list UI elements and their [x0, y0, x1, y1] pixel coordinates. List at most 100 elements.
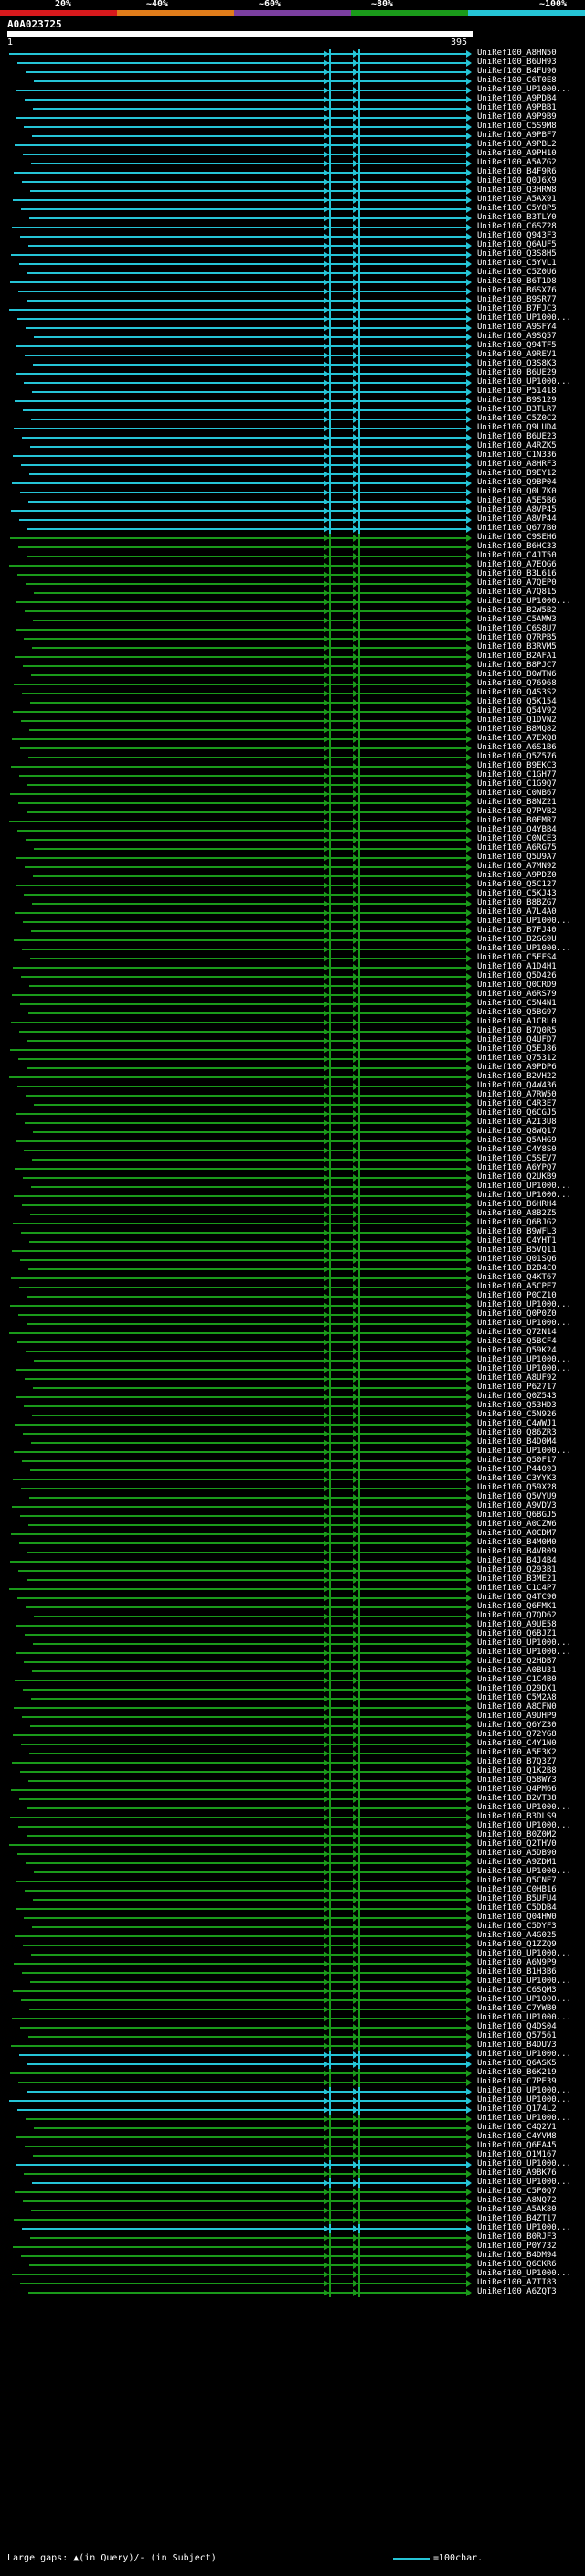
hit-label[interactable]: UniRef100_B6SX76 [477, 286, 557, 295]
hit-row[interactable]: UniRef100_A5CPE7 [0, 1282, 585, 1292]
hit-row[interactable]: UniRef100_Q53HD3 [0, 1401, 585, 1411]
hit-row[interactable]: UniRef100_C5DDB4 [0, 1903, 585, 1913]
hit-row[interactable]: UniRef100_Q677B0 [0, 524, 585, 534]
hit-row[interactable]: UniRef100_C7YWB0 [0, 2004, 585, 2014]
hit-label[interactable]: UniRef100_Q6CKR6 [477, 2260, 557, 2269]
hit-row[interactable]: UniRef100_C0NB67 [0, 789, 585, 799]
hit-label[interactable]: UniRef100_A6RS79 [477, 990, 557, 999]
hit-row[interactable]: UniRef100_Q01SQ6 [0, 1255, 585, 1265]
hit-label[interactable]: UniRef100_A6ZQT3 [477, 2287, 557, 2296]
hit-label[interactable]: UniRef100_C4Q2V1 [477, 2123, 557, 2132]
hit-label[interactable]: UniRef100_Q7QD62 [477, 1611, 557, 1620]
hit-row[interactable]: UniRef100_A0CZW6 [0, 1520, 585, 1530]
hit-row[interactable]: UniRef100_A8VP44 [0, 514, 585, 525]
hit-label[interactable]: UniRef100_C9SEH6 [477, 533, 557, 542]
hit-row[interactable]: UniRef100_A9UE58 [0, 1620, 585, 1630]
hit-label[interactable]: UniRef100_B7Q3Z7 [477, 1757, 557, 1766]
hit-row[interactable]: UniRef100_UP1000... [0, 2269, 585, 2279]
hit-label[interactable]: UniRef100_A6N9P9 [477, 1958, 557, 1967]
hit-label[interactable]: UniRef100_Q6YZ30 [477, 1721, 557, 1730]
hit-row[interactable]: UniRef100_B8NZ21 [0, 798, 585, 808]
hit-row[interactable]: UniRef100_C4YVM8 [0, 2132, 585, 2142]
hit-label[interactable]: UniRef100_A8VP44 [477, 514, 557, 524]
hit-label[interactable]: UniRef100_Q293B1 [477, 1565, 557, 1574]
hit-label[interactable]: UniRef100_UP1000... [477, 2223, 571, 2232]
hit-label[interactable]: UniRef100_A7RW50 [477, 1090, 557, 1099]
hit-row[interactable]: UniRef100_Q5Z576 [0, 752, 585, 762]
hit-row[interactable]: UniRef100_A9SQ57 [0, 332, 585, 342]
hit-label[interactable]: UniRef100_A6RG75 [477, 843, 557, 853]
hit-label[interactable]: UniRef100_A9PDZ0 [477, 871, 557, 880]
hit-row[interactable]: UniRef100_A6N9P9 [0, 1958, 585, 1968]
hit-label[interactable]: UniRef100_B2GG9U [477, 935, 557, 944]
hit-row[interactable]: UniRef100_C4Q2V1 [0, 2123, 585, 2133]
hit-row[interactable]: UniRef100_Q2HDB7 [0, 1657, 585, 1667]
hit-row[interactable]: UniRef100_Q3HRW8 [0, 186, 585, 196]
hit-label[interactable]: UniRef100_C6S8U7 [477, 624, 557, 633]
hit-label[interactable]: UniRef100_Q9LUD4 [477, 423, 557, 432]
hit-row[interactable]: UniRef100_B7Q3Z7 [0, 1757, 585, 1767]
hit-row[interactable]: UniRef100_B7Q0R5 [0, 1026, 585, 1036]
hit-row[interactable]: UniRef100_P0Y732 [0, 2242, 585, 2252]
hit-label[interactable]: UniRef100_P51418 [477, 387, 557, 396]
hit-label[interactable]: UniRef100_A6YPQ7 [477, 1163, 557, 1172]
hit-label[interactable]: UniRef100_UP1000... [477, 1949, 571, 1958]
hit-label[interactable]: UniRef100_B3DLS9 [477, 1812, 557, 1821]
hit-row[interactable]: UniRef100_Q76968 [0, 679, 585, 689]
hit-row[interactable]: UniRef100_UP1000... [0, 1803, 585, 1813]
hit-row[interactable]: UniRef100_B6K219 [0, 2068, 585, 2078]
hit-label[interactable]: UniRef100_Q53HD3 [477, 1401, 557, 1410]
hit-label[interactable]: UniRef100_Q75312 [477, 1054, 557, 1063]
hit-label[interactable]: UniRef100_Q3S8H5 [477, 249, 557, 259]
hit-row[interactable]: UniRef100_UP1000... [0, 917, 585, 927]
hit-row[interactable]: UniRef100_C5P0Q7 [0, 2187, 585, 2197]
hit-label[interactable]: UniRef100_C7YWB0 [477, 2004, 557, 2013]
hit-row[interactable]: UniRef100_C5KJ43 [0, 889, 585, 899]
hit-label[interactable]: UniRef100_Q943F3 [477, 231, 557, 240]
hit-label[interactable]: UniRef100_C5FFS4 [477, 953, 557, 962]
hit-label[interactable]: UniRef100_Q5K154 [477, 697, 557, 706]
hit-row[interactable]: UniRef100_C5DYF3 [0, 1922, 585, 1932]
hit-label[interactable]: UniRef100_Q6CGJ5 [477, 1108, 557, 1118]
hit-row[interactable]: UniRef100_A8UF92 [0, 1373, 585, 1383]
hit-label[interactable]: UniRef100_Q2THV0 [477, 1839, 557, 1849]
hit-label[interactable]: UniRef100_A7Q815 [477, 588, 557, 597]
hit-label[interactable]: UniRef100_B6UE23 [477, 432, 557, 441]
hit-row[interactable]: UniRef100_Q7RPB5 [0, 633, 585, 643]
hit-row[interactable]: UniRef100_A9ZDM1 [0, 1858, 585, 1868]
hit-label[interactable]: UniRef100_C1N336 [477, 451, 557, 460]
hit-label[interactable]: UniRef100_C4Y8S0 [477, 1145, 557, 1154]
hit-row[interactable]: UniRef100_B6T1D8 [0, 277, 585, 287]
hit-label[interactable]: UniRef100_C5S9M8 [477, 122, 557, 131]
hit-label[interactable]: UniRef100_B4DUV3 [477, 2041, 557, 2050]
hit-label[interactable]: UniRef100_Q76968 [477, 679, 557, 688]
hit-label[interactable]: UniRef100_A5E5B6 [477, 496, 557, 505]
hit-label[interactable]: UniRef100_Q9BP04 [477, 478, 557, 487]
hit-row[interactable]: UniRef100_C4JT50 [0, 551, 585, 561]
hit-row[interactable]: UniRef100_A7QEP0 [0, 578, 585, 588]
hit-row[interactable]: UniRef100_Q0CRD9 [0, 981, 585, 991]
hit-row[interactable]: UniRef100_UP1000... [0, 1995, 585, 2005]
hit-label[interactable]: UniRef100_B4DM94 [477, 2251, 557, 2260]
hit-row[interactable]: UniRef100_A9BK76 [0, 2168, 585, 2178]
hit-label[interactable]: UniRef100_A7MN92 [477, 862, 557, 871]
hit-row[interactable]: UniRef100_B4F9R6 [0, 167, 585, 177]
hit-row[interactable]: UniRef100_C4Y1N0 [0, 1739, 585, 1749]
hit-row[interactable]: UniRef100_B6UE29 [0, 368, 585, 378]
hit-row[interactable]: UniRef100_A7EQG6 [0, 560, 585, 570]
hit-row[interactable]: UniRef100_UP1000... [0, 1949, 585, 1959]
hit-row[interactable]: UniRef100_Q4YBB4 [0, 825, 585, 835]
hit-label[interactable]: UniRef100_B0Z0M2 [477, 1830, 557, 1839]
hit-row[interactable]: UniRef100_Q2UKB9 [0, 1172, 585, 1182]
hit-row[interactable]: UniRef100_C5FFS4 [0, 953, 585, 963]
hit-row[interactable]: UniRef100_UP1000... [0, 2178, 585, 2188]
hit-label[interactable]: UniRef100_A8CFN0 [477, 1702, 557, 1712]
hit-label[interactable]: UniRef100_C4Y1N0 [477, 1739, 557, 1748]
hit-label[interactable]: UniRef100_A9ZDM1 [477, 1858, 557, 1867]
hit-row[interactable]: UniRef100_Q943F3 [0, 231, 585, 241]
hit-row[interactable]: UniRef100_Q1ZZQ9 [0, 1940, 585, 1950]
hit-label[interactable]: UniRef100_Q2UKB9 [477, 1172, 557, 1182]
hit-label[interactable]: UniRef100_UP1000... [477, 917, 571, 926]
hit-label[interactable]: UniRef100_A9SFY4 [477, 323, 557, 332]
hit-row[interactable]: UniRef100_B8MQ82 [0, 725, 585, 735]
